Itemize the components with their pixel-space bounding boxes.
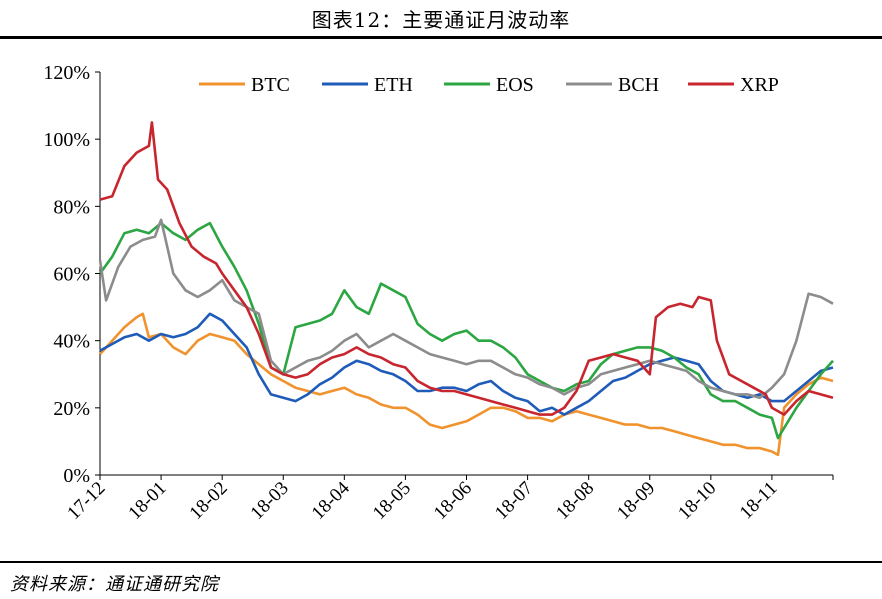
chart-legend: BTC ETH EOS BCH XRP [199,74,779,96]
x-tick-label: 18-06 [430,478,476,524]
y-tick-label: 100% [43,129,90,151]
x-tick-label: 18-07 [491,478,537,524]
legend-label-eth: ETH [374,74,413,96]
y-tick-label: 120% [43,62,90,84]
y-tick-label: 60% [53,264,90,286]
x-tick-label: 18-02 [186,478,232,524]
legend-label-xrp: XRP [740,74,779,96]
x-tick-label: 18-05 [369,478,415,524]
y-tick-label: 0% [63,465,90,487]
legend-label-bch: BCH [618,74,659,96]
series-line-bch [98,218,834,400]
legend-label-eos: EOS [496,74,534,96]
chart-series [98,121,834,457]
source-note: 资料来源：通证通研究院 [10,574,219,595]
y-tick-label: 20% [53,398,90,420]
series-line-btc [99,312,834,457]
x-tick-label: 18-03 [247,478,293,524]
x-tick-label: 18-11 [736,478,782,524]
series-line-xrp [99,121,834,416]
volatility-line-chart: 0%20%40%60%80%100%120%17-12 18-01 18-02 18-… [43,62,834,524]
series-line-eth [99,312,834,416]
x-tick-label: 18-04 [308,477,355,524]
series-line-eos [98,221,834,440]
x-tick-label: 18-08 [552,478,598,524]
y-tick-label: 40% [53,331,90,353]
source-divider [0,561,882,563]
title-divider [0,36,882,39]
x-tick-label: 18-10 [674,478,720,524]
y-tick-label: 80% [53,196,90,218]
legend-label-btc: BTC [251,74,290,96]
x-tick-label: 18-09 [613,478,659,524]
figure-title: 图表12：主要通证月波动率 [311,8,571,32]
x-tick-label: 18-01 [124,478,170,524]
chart-axes: 0%20%40%60%80%100%120%17-12 18-01 18-02 18-… [43,62,834,524]
